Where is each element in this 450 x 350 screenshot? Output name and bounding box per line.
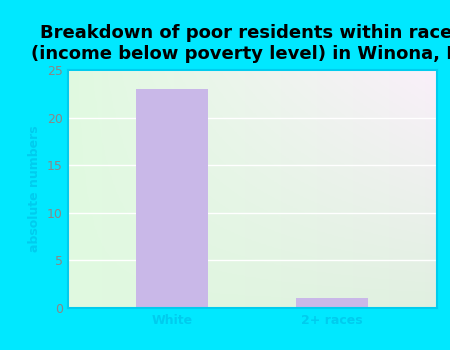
Title: Breakdown of poor residents within races
(income below poverty level) in Winona,: Breakdown of poor residents within races… [31,24,450,63]
Y-axis label: absolute numbers: absolute numbers [28,126,41,252]
Bar [296,299,368,308]
Bar [136,89,208,308]
